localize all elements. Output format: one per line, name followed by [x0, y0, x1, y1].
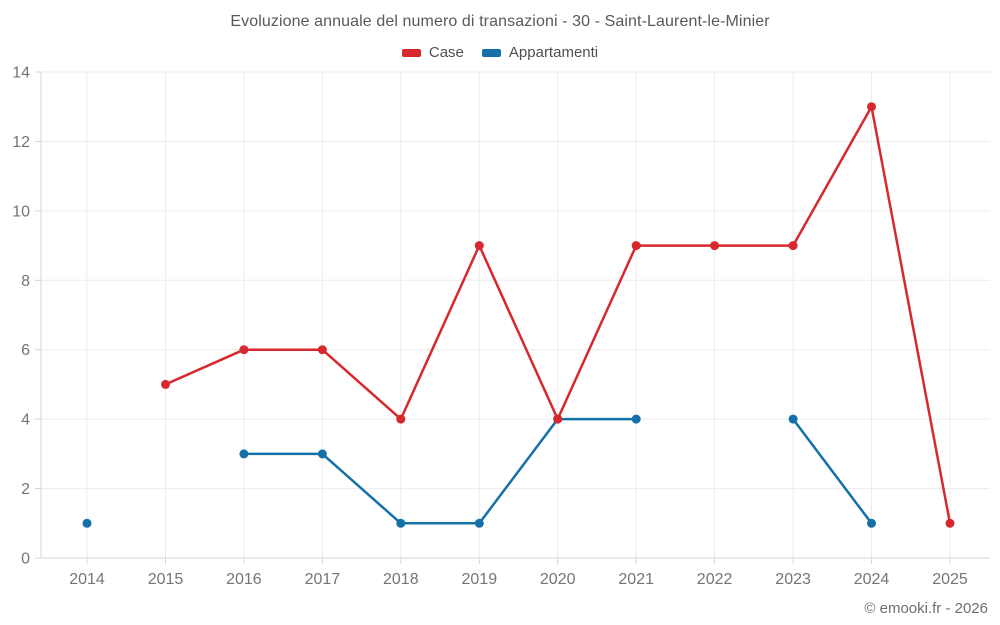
x-tick-label: 2018 [383, 571, 419, 588]
legend-label-case: Case [428, 44, 464, 61]
x-tick-label: 2023 [775, 571, 811, 588]
x-tick-label: 2025 [932, 571, 968, 588]
x-tick-label: 2017 [305, 571, 341, 588]
series-case-point [161, 379, 170, 389]
series-appartamenti-point [396, 518, 406, 528]
y-tick-label: 4 [21, 412, 30, 429]
series-appartamenti-line [242, 417, 638, 525]
series-appartamenti-point [239, 449, 249, 459]
chart-legend: Case Appartamenti [0, 44, 1000, 61]
legend-swatch-appartamenti [481, 48, 501, 57]
x-tick-label: 2016 [226, 571, 262, 588]
series-case-point [396, 414, 406, 424]
series-appartamenti-point [788, 414, 798, 424]
x-tick-label: 2024 [854, 571, 890, 588]
series-appartamenti-point [631, 414, 641, 424]
series-case-point [474, 241, 484, 251]
legend-swatch-case [401, 48, 421, 57]
legend-item-appartamenti[interactable]: Appartamenti [481, 44, 599, 61]
y-tick-label: 0 [21, 551, 30, 568]
legend-item-case[interactable]: Case [401, 44, 464, 61]
footer-credit: © emooki.fr - 2026 [864, 600, 988, 617]
x-tick-label: 2014 [69, 571, 105, 588]
series-case-point [867, 102, 876, 112]
series-case-point [945, 518, 955, 528]
y-tick-label: 14 [12, 65, 30, 82]
series-appartamenti-line [791, 417, 873, 525]
chart-title: Evoluzione annuale del numero di transaz… [230, 13, 770, 30]
series-case-point [710, 241, 720, 251]
series-case-point [631, 241, 641, 251]
legend-label-appartamenti: Appartamenti [508, 44, 599, 61]
x-tick-label: 2021 [618, 571, 654, 588]
series-appartamenti-point [317, 449, 327, 459]
y-tick-label: 12 [12, 134, 30, 151]
series-appartamenti-point [82, 518, 92, 528]
x-tick-label: 2015 [148, 571, 184, 588]
x-tick-label: 2022 [697, 571, 733, 588]
x-tick-label: 2019 [462, 571, 498, 588]
series-appartamenti-point [867, 518, 876, 528]
y-tick-label: 10 [12, 203, 30, 220]
series-case-point [788, 241, 798, 251]
y-tick-label: 2 [21, 481, 30, 498]
x-tick-label: 2020 [540, 571, 576, 588]
y-tick-label: 8 [21, 273, 30, 290]
series-case-point [317, 345, 327, 355]
series-case-point [553, 414, 563, 424]
series-case-point [239, 345, 249, 355]
series-appartamenti-point [474, 518, 484, 528]
y-tick-label: 6 [21, 342, 30, 359]
